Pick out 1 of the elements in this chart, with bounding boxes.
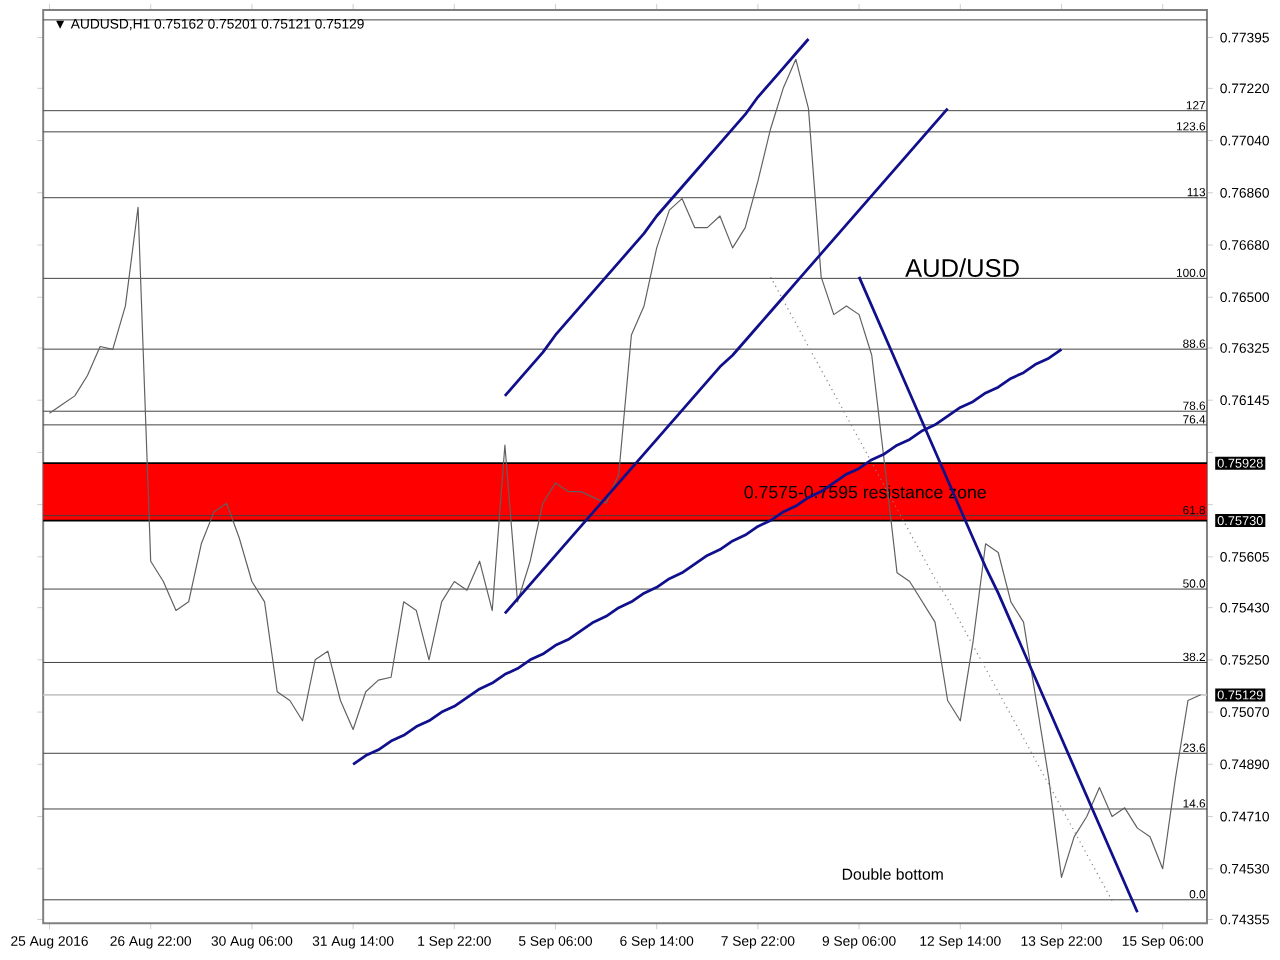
annotation: AUD/USD bbox=[905, 258, 1019, 278]
